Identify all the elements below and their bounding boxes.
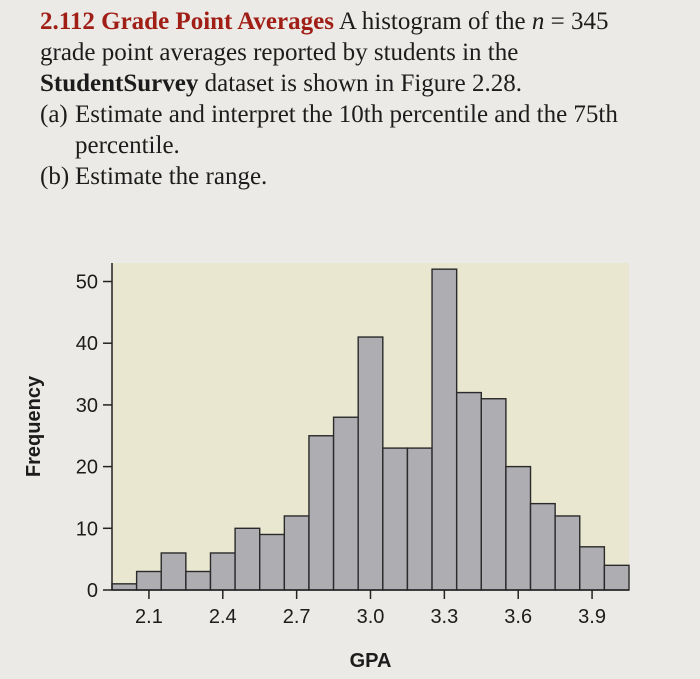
histogram-bar <box>382 447 409 591</box>
histogram-bar <box>160 552 187 591</box>
histogram-bar <box>135 570 162 591</box>
histogram-bar <box>579 546 606 591</box>
y-tick-label: 40 <box>76 333 98 355</box>
part-b-text: Estimate the range. <box>75 163 268 190</box>
histogram-bar <box>455 391 482 591</box>
histogram-bar <box>505 465 532 591</box>
problem-stem: 2.112 Grade Point Averages A histogram o… <box>40 6 650 99</box>
histogram-bar <box>529 502 556 591</box>
x-tick-label: 2.1 <box>135 606 163 628</box>
histogram-bar <box>406 447 433 591</box>
histogram-bar <box>185 570 212 591</box>
dataset-name: StudentSurvey <box>40 70 199 97</box>
histogram-bar <box>259 533 286 591</box>
part-b-label: (b) <box>40 163 70 190</box>
part-a: (a) Estimate and interpret the 10th perce… <box>40 99 650 161</box>
x-tick-label: 3.0 <box>357 606 385 628</box>
y-tick-label: 30 <box>76 395 98 417</box>
histogram-bar <box>209 552 236 591</box>
problem-text: 2.112 Grade Point Averages A histogram o… <box>40 6 650 192</box>
problem-title: Grade Point Averages <box>101 8 334 35</box>
problem-number: 2.112 <box>40 8 95 35</box>
histogram-bar <box>554 515 581 591</box>
n-symbol: n <box>531 8 545 35</box>
y-axis-label: Frequency <box>23 375 45 477</box>
x-tick-label: 3.3 <box>430 606 458 628</box>
histogram-bar <box>431 268 458 591</box>
histogram-bar <box>234 527 261 591</box>
histogram-bar <box>308 435 335 591</box>
x-tick-label: 3.9 <box>578 606 606 628</box>
histogram-bar <box>480 398 507 591</box>
stem-n-equals: = 345 grade point averages reported by s… <box>40 8 609 66</box>
part-a-text: Estimate and interpret the 10th percenti… <box>75 101 618 159</box>
y-tick-label: 50 <box>76 272 98 294</box>
y-tick-label: 20 <box>76 457 98 479</box>
histogram-bar <box>357 336 384 591</box>
stem-outro: dataset is shown in Figure 2.28. <box>198 70 522 97</box>
histogram-bar <box>111 583 138 591</box>
histogram-bar <box>283 515 310 591</box>
part-a-label: (a) <box>40 101 68 128</box>
y-tick-label: 10 <box>76 518 98 540</box>
x-tick-label: 2.7 <box>283 606 311 628</box>
x-tick-label: 2.4 <box>209 606 237 628</box>
part-b: (b) Estimate the range. <box>40 161 650 192</box>
x-axis-label: GPA <box>350 650 392 672</box>
stem-intro: A histogram of the <box>338 8 526 35</box>
histogram-bar <box>332 416 359 591</box>
y-tick-label: 0 <box>87 580 98 602</box>
histogram-bar <box>603 564 630 591</box>
x-tick-label: 3.6 <box>504 606 532 628</box>
